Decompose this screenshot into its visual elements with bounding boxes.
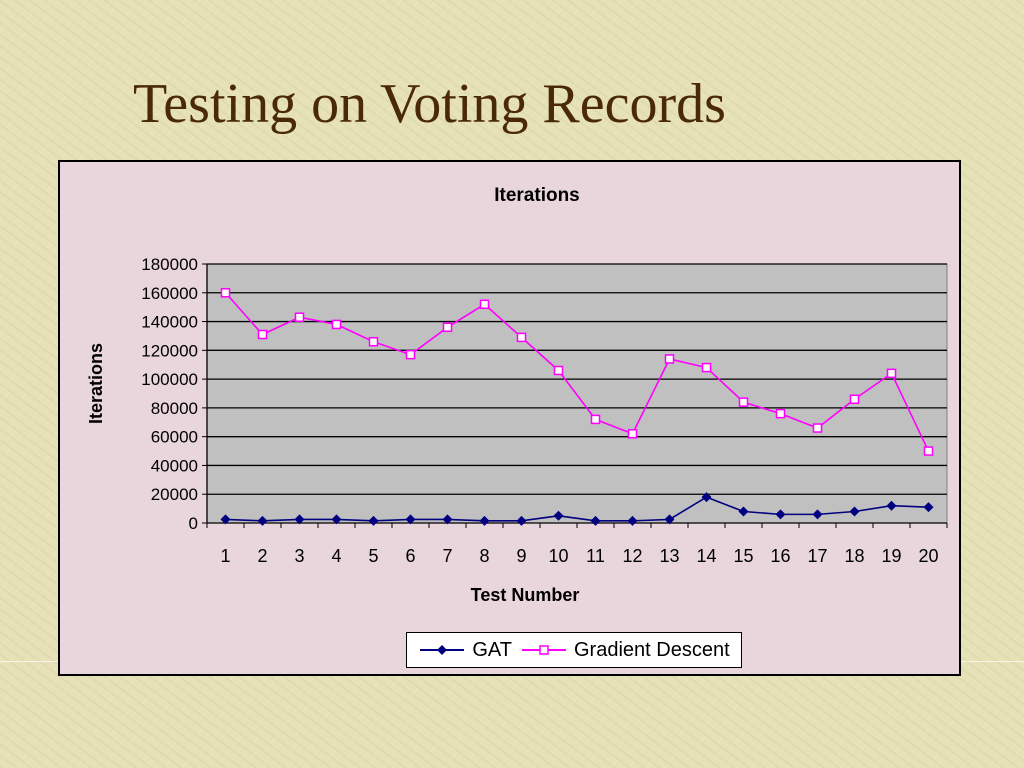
x-tick-label: 10 — [548, 546, 568, 566]
data-point-gat — [553, 510, 564, 521]
y-tick-label: 0 — [189, 514, 198, 533]
data-point-gradient-descent — [405, 349, 416, 360]
data-point-gat — [590, 515, 601, 526]
y-tick-label: 160000 — [141, 284, 198, 303]
data-point-gat — [849, 506, 860, 517]
chart-legend: GAT Gradient Descent — [406, 632, 742, 668]
series-line-gradient-descent — [224, 292, 930, 452]
x-tick-label: 14 — [696, 546, 716, 566]
x-tick-label: 17 — [807, 546, 827, 566]
data-point-gradient-descent — [738, 397, 749, 407]
data-point-gradient-descent — [886, 368, 897, 379]
data-point-gat — [627, 515, 638, 526]
y-axis-title: Iterations — [86, 343, 106, 424]
plot-area — [206, 263, 948, 524]
legend-label-gat: GAT — [472, 638, 512, 661]
x-tick-label: 5 — [368, 546, 378, 566]
data-point-gat — [886, 500, 897, 511]
data-point-gradient-descent — [627, 429, 638, 439]
legend-swatch-gat — [420, 645, 465, 655]
line-chart: 0 20000 40000 60000 80000 100000 120000 140000 1… — [86, 185, 948, 605]
data-point-gradient-descent — [368, 336, 379, 347]
data-point-gat — [442, 514, 453, 525]
data-point-gradient-descent — [849, 394, 860, 405]
y-tick-label: 120000 — [141, 341, 198, 360]
x-tick-label: 2 — [257, 546, 267, 566]
data-point-gat — [257, 515, 268, 526]
data-point-gat — [775, 509, 786, 520]
x-tick-label: 18 — [844, 546, 864, 566]
data-point-gradient-descent — [812, 423, 823, 433]
x-tick-label: 12 — [622, 546, 642, 566]
data-point-gradient-descent — [516, 332, 527, 343]
data-point-gradient-descent — [590, 414, 601, 425]
data-point-gat — [664, 514, 675, 525]
x-tick-label: 19 — [881, 546, 901, 566]
chart-title: Iterations — [494, 185, 580, 206]
data-point-gradient-descent — [257, 329, 268, 340]
y-tick-label: 140000 — [141, 313, 198, 332]
data-point-gat — [923, 502, 934, 513]
legend-item-gat: GAT — [418, 639, 512, 662]
data-point-gradient-descent — [553, 365, 564, 376]
x-axis-title: Test Number — [471, 585, 580, 605]
y-tick-label: 100000 — [141, 370, 198, 389]
data-point-gradient-descent — [442, 322, 453, 333]
data-point-gradient-descent — [220, 288, 231, 298]
y-tick-label: 180000 — [141, 255, 198, 274]
data-point-gat — [738, 506, 749, 517]
x-tick-label: 13 — [659, 546, 679, 566]
x-tick-label: 16 — [770, 546, 790, 566]
x-tick-label: 20 — [918, 546, 938, 566]
x-tick-label: 7 — [442, 546, 452, 566]
data-point-gat — [701, 492, 712, 503]
y-tick-label: 60000 — [151, 428, 198, 447]
series-line-gat — [225, 496, 929, 522]
y-tick-label: 40000 — [151, 456, 198, 475]
data-point-gradient-descent — [479, 299, 490, 310]
x-tick-label: 11 — [586, 546, 605, 566]
data-point-gat — [220, 514, 231, 525]
data-point-gat — [405, 514, 416, 525]
data-point-gat — [331, 514, 342, 525]
x-tick-label: 1 — [220, 546, 230, 566]
slide-title: Testing on Voting Records — [133, 73, 726, 135]
x-tick-label: 4 — [331, 546, 341, 566]
data-point-gat — [812, 509, 823, 520]
legend-label-gradient-descent: Gradient Descent — [574, 638, 730, 661]
data-point-gradient-descent — [701, 362, 712, 373]
data-point-gradient-descent — [775, 408, 786, 419]
y-tick-label: 80000 — [151, 399, 198, 418]
x-tick-label: 15 — [733, 546, 753, 566]
data-point-gat — [294, 514, 305, 525]
x-tick-label: 3 — [294, 546, 304, 566]
x-tick-label: 6 — [405, 546, 415, 566]
data-point-gat — [516, 515, 527, 526]
data-point-gat — [368, 515, 379, 526]
data-point-gat — [479, 515, 490, 526]
x-tick-label: 8 — [479, 546, 489, 566]
data-point-gradient-descent — [294, 312, 305, 322]
y-tick-label: 20000 — [151, 485, 198, 504]
data-point-gradient-descent — [923, 446, 934, 456]
legend-swatch-gradient-descent — [522, 645, 566, 655]
x-tick-label: 9 — [516, 546, 526, 566]
legend-item-gradient-descent: Gradient Descent — [520, 639, 730, 662]
data-point-gradient-descent — [331, 319, 342, 330]
data-point-gradient-descent — [664, 354, 675, 364]
